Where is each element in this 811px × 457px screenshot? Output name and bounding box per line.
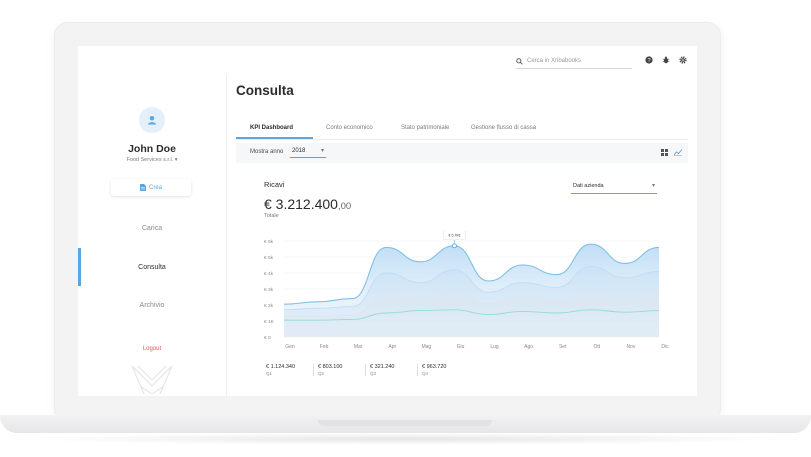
series-line[interactable] xyxy=(283,243,660,305)
data-source-value: Dati azienda xyxy=(573,183,604,189)
brand-logo xyxy=(131,365,173,395)
y-tick-label: € 4k xyxy=(264,271,274,277)
x-tick-label: Mar xyxy=(354,344,363,350)
top-actions: ? xyxy=(645,56,687,64)
quarter-amount: € 803.100 xyxy=(318,364,343,370)
help-icon[interactable]: ? xyxy=(645,56,653,64)
series-area xyxy=(284,290,659,337)
series-line[interactable] xyxy=(284,309,660,321)
document-icon xyxy=(139,184,146,191)
total-label: Totale xyxy=(264,213,279,219)
create-button[interactable]: Crea xyxy=(111,179,191,196)
search-placeholder: Cerca in Xribabooks xyxy=(527,58,582,64)
tab-conto-economico[interactable]: Conto economico xyxy=(326,125,373,131)
y-tick-label: € 0 xyxy=(264,335,271,341)
x-tick-label: Lug xyxy=(490,344,499,350)
settings-icon[interactable] xyxy=(679,56,687,64)
quarter-amount: € 1.124.340 xyxy=(266,364,296,370)
quarter-label: Q1 xyxy=(266,371,273,376)
y-tick-label: € 6k xyxy=(264,239,274,245)
tab-kpi-dashboard[interactable]: KPI Dashboard xyxy=(250,125,294,131)
chevron-down-icon: ▾ xyxy=(651,183,655,189)
data-source-dropdown[interactable]: Dati azienda ▾ xyxy=(571,181,657,194)
chevron-down-icon: ▾ xyxy=(320,148,324,154)
nav-item-consulta[interactable]: Consulta xyxy=(138,264,166,271)
sidebar: John Doe Food Services s.r.l. ▾ Crea Car… xyxy=(78,74,227,396)
y-tick-label: € 1K xyxy=(264,319,275,325)
logout-link[interactable]: Logout xyxy=(142,346,162,352)
search-icon xyxy=(516,57,523,65)
user-name: John Doe xyxy=(128,143,176,155)
quarter-summary: € 1.124.340 Q1 € 803.100 Q2 € 321.240 Q3… xyxy=(264,364,471,376)
x-tick-label: Giu xyxy=(457,344,465,350)
total-revenue-cents: ,00 xyxy=(337,201,352,212)
quarter-amount: € 321.240 xyxy=(370,364,395,370)
total-revenue: € 3.212.400,00 xyxy=(264,196,351,212)
total-revenue-main: € 3.212.400 xyxy=(264,196,338,212)
year-select[interactable]: 2018 ▾ xyxy=(290,146,326,158)
quarter-label: Q4 xyxy=(422,371,429,376)
y-tick-label: € 5k xyxy=(264,255,274,261)
tooltip-box xyxy=(443,231,466,241)
svg-text:?: ? xyxy=(647,58,650,64)
x-tick-label: Ago xyxy=(524,344,533,350)
x-tick-label: Gen xyxy=(285,344,295,350)
filter-bar: Mostra anno 2018 ▾ xyxy=(236,143,688,163)
series-area xyxy=(284,266,659,337)
quarter-item: € 321.240 Q3 xyxy=(368,364,418,376)
company-name: Food Services s.r.l. xyxy=(126,157,174,163)
laptop-shadow xyxy=(20,433,791,445)
tab-gestione-flusso-di-cassa[interactable]: Gestione flusso di cassa xyxy=(471,125,537,131)
tooltip-point[interactable] xyxy=(452,243,457,249)
active-nav-indicator xyxy=(78,248,81,286)
avatar[interactable] xyxy=(139,107,165,133)
quarter-label: Q3 xyxy=(370,371,377,376)
quarter-item: € 803.100 Q2 xyxy=(316,364,366,376)
grid-view-icon[interactable] xyxy=(661,149,668,156)
search-input[interactable]: Cerca in Xribabooks xyxy=(516,54,632,69)
quarter-item: € 963.720 Q4 xyxy=(420,364,469,376)
series-line[interactable] xyxy=(284,290,660,317)
quarter-item: € 1.124.340 Q1 xyxy=(264,364,314,376)
bug-icon[interactable] xyxy=(662,56,670,64)
x-tick-label: Nov xyxy=(626,344,635,350)
app-screen: Cerca in Xribabooks ? John Doe Food Serv… xyxy=(78,46,697,396)
active-tab-underline xyxy=(236,137,313,139)
y-tick-label: € 2k xyxy=(264,303,274,309)
x-tick-label: Apr xyxy=(388,344,396,350)
y-tick-label: € 3k xyxy=(264,287,274,293)
create-button-label: Crea xyxy=(148,184,162,191)
tooltip-value: € 5.7k€ xyxy=(449,234,461,238)
series-line[interactable] xyxy=(283,266,660,311)
user-icon xyxy=(148,116,156,125)
company-selector[interactable]: Food Services s.r.l. ▾ xyxy=(78,157,226,163)
page-title: Consulta xyxy=(236,83,294,98)
tab-bar: KPI Dashboard Conto economico Stato patr… xyxy=(236,122,688,140)
year-select-value: 2018 xyxy=(292,148,306,154)
revenue-chart: € 0 € 1K € 2k € 3k € 4k € 5k € 6k Gen Feb Mar Apr… xyxy=(264,231,669,350)
x-tick-label: Mag xyxy=(421,344,431,350)
nav-item-carica[interactable]: Carica xyxy=(141,225,163,232)
quarter-label: Q2 xyxy=(318,371,325,376)
chart-view-icon[interactable] xyxy=(674,149,682,156)
card-title: Ricavi xyxy=(264,180,285,189)
laptop-notch xyxy=(318,420,492,426)
year-filter-label: Mostra anno xyxy=(250,149,284,155)
quarter-amount: € 963.720 xyxy=(422,364,447,370)
x-tick-label: Dic xyxy=(661,344,669,350)
x-tick-label: Feb xyxy=(320,344,329,350)
tab-stato-patrimoniale[interactable]: Stato patrimoniale xyxy=(401,125,450,131)
x-tick-label: Ott xyxy=(593,344,600,350)
nav-item-archivio[interactable]: Archivio xyxy=(139,302,165,309)
x-tick-label: Set xyxy=(559,344,567,350)
chevron-down-icon: ▾ xyxy=(174,157,178,163)
